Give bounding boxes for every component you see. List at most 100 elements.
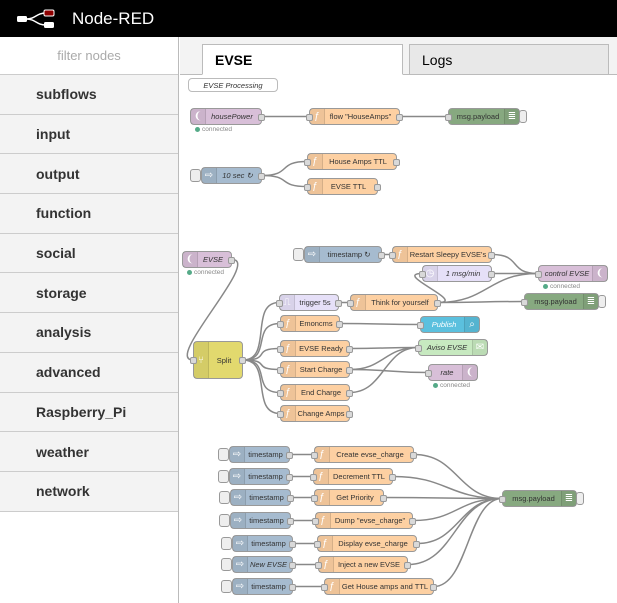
- debug-toggle-button[interactable]: [519, 110, 527, 123]
- output-port[interactable]: [228, 257, 235, 264]
- trigger-node[interactable]: ⎍ trigger 5s: [276, 294, 342, 311]
- input-port[interactable]: [425, 370, 432, 377]
- debug-toggle-button[interactable]: [598, 295, 606, 308]
- input-port[interactable]: [315, 562, 322, 569]
- palette-category-social[interactable]: social: [0, 233, 178, 274]
- inject-button[interactable]: [221, 580, 232, 593]
- function-node[interactable]: ƒ Change Amps: [277, 405, 353, 422]
- wire[interactable]: [383, 496, 503, 500]
- input-port[interactable]: [304, 184, 311, 191]
- output-port[interactable]: [336, 321, 343, 328]
- wire[interactable]: [349, 368, 429, 374]
- output-port[interactable]: [393, 159, 400, 166]
- inject-node[interactable]: ⇨ timestamp: [229, 468, 293, 485]
- function-node[interactable]: ƒ Start Charge: [277, 361, 353, 378]
- function-node[interactable]: ƒ Dump "evse_charge": [312, 512, 416, 529]
- tab-logs[interactable]: Logs: [409, 44, 609, 75]
- input-port[interactable]: [277, 367, 284, 374]
- palette-category-function[interactable]: function: [0, 194, 178, 234]
- function-node[interactable]: ƒ Think for yourself: [347, 294, 441, 311]
- input-port[interactable]: [277, 390, 284, 397]
- palette-category-raspberry_pi[interactable]: Raspberry_Pi: [0, 392, 178, 433]
- inject-button[interactable]: [219, 491, 230, 504]
- function-node[interactable]: ƒ EVSE Ready: [277, 340, 353, 357]
- function-node[interactable]: ƒ Decrement TTL: [310, 468, 396, 485]
- wire[interactable]: [261, 160, 308, 177]
- debug-node[interactable]: ≣ msg.payload: [445, 108, 520, 125]
- inject-node[interactable]: ⇨ timestamp: [232, 535, 296, 552]
- function-node[interactable]: ƒ Get House amps and TTL: [321, 578, 437, 595]
- inject-node[interactable]: ⇨ timestamp: [230, 512, 294, 529]
- input-port[interactable]: [277, 411, 284, 418]
- input-port[interactable]: [311, 495, 318, 502]
- output-port[interactable]: [239, 357, 246, 364]
- input-port[interactable]: [304, 159, 311, 166]
- wire[interactable]: [186, 258, 239, 361]
- palette-category-weather[interactable]: weather: [0, 432, 178, 472]
- output-port[interactable]: [287, 495, 294, 502]
- wire[interactable]: [491, 253, 539, 275]
- comment-node[interactable]: EVSE Processing: [188, 78, 278, 92]
- output-port[interactable]: [488, 271, 495, 278]
- output-port[interactable]: [488, 252, 495, 259]
- output-port[interactable]: [286, 474, 293, 481]
- wire[interactable]: [339, 322, 421, 326]
- input-port[interactable]: [321, 584, 328, 591]
- inject-button[interactable]: [293, 248, 304, 261]
- wire[interactable]: [392, 475, 503, 500]
- filter-nodes-input[interactable]: filter nodes: [0, 37, 178, 75]
- input-port[interactable]: [445, 114, 452, 121]
- wire[interactable]: [433, 497, 503, 588]
- mqtt-in-node[interactable]: ❨ housePower: [190, 108, 265, 125]
- wire[interactable]: [416, 497, 503, 545]
- inject-button[interactable]: [221, 558, 232, 571]
- input-port[interactable]: [347, 300, 354, 307]
- wire[interactable]: [261, 174, 308, 188]
- input-port[interactable]: [415, 345, 422, 352]
- debug-node[interactable]: ≣ msg.payload: [521, 293, 599, 310]
- output-port[interactable]: [430, 584, 437, 591]
- palette-category-advanced[interactable]: advanced: [0, 352, 178, 393]
- output-port[interactable]: [389, 474, 396, 481]
- input-port[interactable]: [314, 541, 321, 548]
- output-port[interactable]: [258, 173, 265, 180]
- palette-category-storage[interactable]: storage: [0, 273, 178, 314]
- wire[interactable]: [412, 497, 503, 522]
- inject-node[interactable]: ⇨ timestamp ↻: [304, 246, 385, 263]
- input-port[interactable]: [311, 452, 318, 459]
- function-node[interactable]: ƒ End Charge: [277, 384, 353, 401]
- input-port[interactable]: [535, 271, 542, 278]
- email-node[interactable]: ✉ Aviso EVSE: [415, 339, 488, 356]
- wire[interactable]: [242, 347, 281, 361]
- delay-node[interactable]: ◷ 1 msg/min: [419, 265, 495, 282]
- palette-category-analysis[interactable]: analysis: [0, 313, 178, 353]
- mqtt-in-node[interactable]: ❨ EVSE: [182, 251, 235, 268]
- output-port[interactable]: [286, 452, 293, 459]
- function-node[interactable]: ƒ EVSE TTL: [304, 178, 381, 195]
- mqtt-out-node[interactable]: ❨ rate: [425, 364, 478, 381]
- publish-node[interactable]: ⌕ Publish: [417, 316, 480, 333]
- palette-category-output[interactable]: output: [0, 154, 178, 195]
- input-port[interactable]: [306, 114, 313, 121]
- function-node[interactable]: ƒ Display evse_charge: [314, 535, 420, 552]
- input-port[interactable]: [521, 299, 528, 306]
- output-port[interactable]: [410, 452, 417, 459]
- output-port[interactable]: [374, 184, 381, 191]
- input-port[interactable]: [277, 346, 284, 353]
- output-port[interactable]: [258, 114, 265, 121]
- output-port[interactable]: [335, 300, 342, 307]
- output-port[interactable]: [396, 114, 403, 121]
- output-port[interactable]: [289, 562, 296, 569]
- output-port[interactable]: [413, 541, 420, 548]
- switch-node[interactable]: ⑂ Split: [190, 341, 246, 379]
- inject-button[interactable]: [218, 470, 229, 483]
- wire[interactable]: [242, 322, 281, 361]
- palette-category-network[interactable]: network: [0, 471, 178, 512]
- wire[interactable]: [349, 346, 419, 394]
- input-port[interactable]: [190, 357, 197, 364]
- output-port[interactable]: [434, 300, 441, 307]
- output-port[interactable]: [346, 346, 353, 353]
- inject-button[interactable]: [190, 169, 201, 182]
- inject-button[interactable]: [218, 448, 229, 461]
- wire[interactable]: [407, 497, 503, 566]
